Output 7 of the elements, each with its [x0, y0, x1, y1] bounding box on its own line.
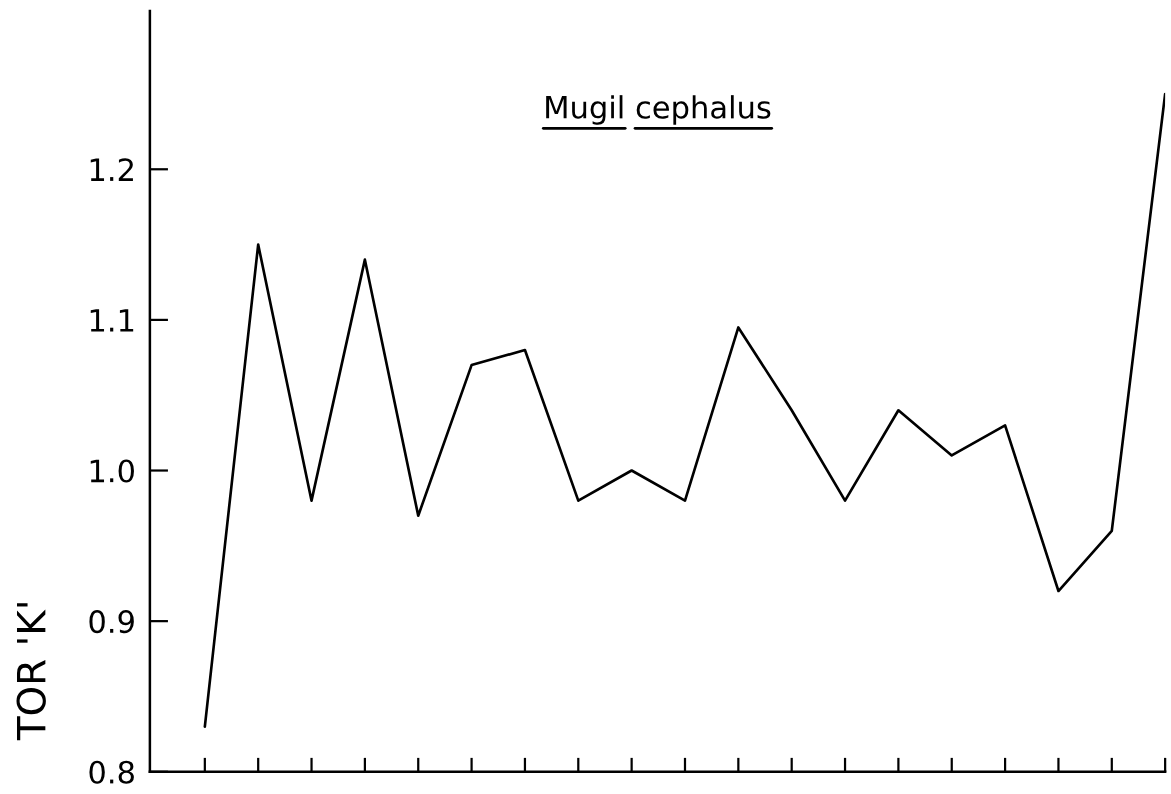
y-tick-label: 0.8 — [89, 760, 134, 784]
y-tick-label: 1.1 — [90, 309, 134, 332]
y-axis-title: TOR 'K' — [16, 603, 46, 741]
text: Mugil cephalus — [546, 95, 771, 125]
y-tick-label: 1.0 — [90, 459, 134, 483]
y-tick-label: 1.2 — [90, 158, 133, 181]
y-tick-label: 0.9 — [89, 610, 134, 634]
